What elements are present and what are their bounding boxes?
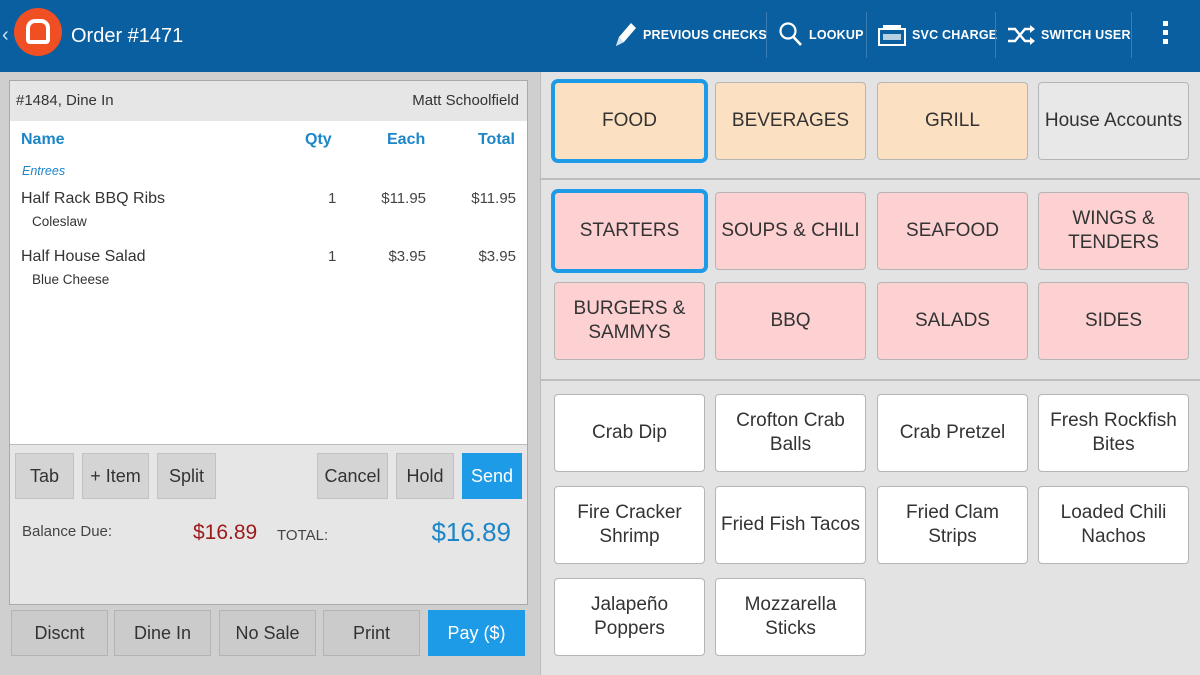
- switch-user-button[interactable]: SWITCH USER: [1006, 10, 1131, 60]
- total-label: TOTAL:: [277, 527, 329, 544]
- menu-panel: FOOD BEVERAGES GRILL House Accounts STAR…: [540, 72, 1200, 675]
- menu-item-tile[interactable]: Mozzarella Sticks: [715, 578, 866, 656]
- item-name: Half Rack BBQ Ribs: [21, 190, 166, 207]
- tab-button[interactable]: Tab: [15, 453, 74, 499]
- item-modifier: Coleslaw: [32, 214, 87, 229]
- kebab-menu-icon[interactable]: [1161, 21, 1169, 51]
- item-each: $3.95: [388, 248, 426, 265]
- item-name: Half House Salad: [21, 248, 146, 265]
- subcategory-tile-burgers-sammys[interactable]: BURGERS & SAMMYS: [554, 282, 705, 360]
- column-header-name: Name: [21, 131, 65, 148]
- svc-charge-button[interactable]: SVC CHARGE: [877, 10, 997, 60]
- app-logo-icon[interactable]: [14, 8, 62, 56]
- menu-item-tile[interactable]: Loaded Chili Nachos: [1038, 486, 1189, 564]
- subcategory-tile-soups-chili[interactable]: SOUPS & CHILI: [715, 192, 866, 270]
- subcategory-tile-sides[interactable]: SIDES: [1038, 282, 1189, 360]
- subcategory-tile-starters[interactable]: STARTERS: [554, 192, 705, 270]
- add-item-button[interactable]: + Item: [82, 453, 149, 499]
- switch-user-label: SWITCH USER: [1041, 28, 1131, 42]
- bottom-action-bar: Discnt Dine In No Sale Print Pay ($): [0, 609, 540, 675]
- lookup-label: LOOKUP: [809, 28, 864, 42]
- dine-in-button[interactable]: Dine In: [114, 610, 211, 656]
- column-header-total: Total: [477, 131, 515, 148]
- subcategory-tile-salads[interactable]: SALADS: [877, 282, 1028, 360]
- discount-button[interactable]: Discnt: [11, 610, 108, 656]
- ticket-actions: Tab + Item Split Cancel Hold Send Balanc…: [10, 444, 527, 604]
- order-title: Order #1471: [71, 25, 184, 47]
- ticket-item-row[interactable]: Half House Salad Blue Cheese 1 $3.95 $3.…: [10, 248, 527, 298]
- ticket-panel: #1484, Dine In Matt Schoolfield Name Qty…: [0, 72, 540, 675]
- shuffle-icon: [1008, 25, 1035, 45]
- previous-checks-label: PREVIOUS CHECKS: [643, 28, 767, 42]
- column-header-each: Each: [387, 131, 426, 148]
- section-divider: [541, 178, 1200, 180]
- order-info: #1484, Dine In: [16, 92, 114, 109]
- order-ticket: #1484, Dine In Matt Schoolfield Name Qty…: [9, 80, 528, 605]
- print-button[interactable]: Print: [323, 610, 420, 656]
- cancel-button[interactable]: Cancel: [317, 453, 388, 499]
- balance-due-label: Balance Due:: [22, 523, 113, 540]
- section-divider: [541, 379, 1200, 381]
- category-tile-grill[interactable]: GRILL: [877, 82, 1028, 160]
- register-icon: [878, 25, 906, 46]
- back-chevron-icon[interactable]: ‹: [2, 24, 9, 46]
- ticket-item-row[interactable]: Half Rack BBQ Ribs Coleslaw 1 $11.95 $11…: [10, 190, 527, 240]
- menu-item-tile[interactable]: Jalapeño Poppers: [554, 578, 705, 656]
- total-value: $16.89: [431, 517, 511, 547]
- magnifier-icon: [779, 22, 802, 46]
- item-total: $3.95: [478, 248, 516, 265]
- no-sale-button[interactable]: No Sale: [219, 610, 316, 656]
- item-modifier: Blue Cheese: [32, 272, 110, 287]
- subcategory-tile-bbq[interactable]: BBQ: [715, 282, 866, 360]
- menu-item-tile[interactable]: Crofton Crab Balls: [715, 394, 866, 472]
- balance-due-value: $16.89: [193, 521, 258, 544]
- ticket-header: #1484, Dine In Matt Schoolfield: [10, 81, 527, 121]
- item-qty: 1: [328, 248, 337, 265]
- pay-button[interactable]: Pay ($): [428, 610, 525, 656]
- item-qty: 1: [328, 190, 337, 207]
- menu-item-tile[interactable]: Fresh Rockfish Bites: [1038, 394, 1189, 472]
- category-tile-house-accounts[interactable]: House Accounts: [1038, 82, 1189, 160]
- previous-checks-button[interactable]: PREVIOUS CHECKS: [612, 10, 767, 60]
- menu-item-tile[interactable]: Fire Cracker Shrimp: [554, 486, 705, 564]
- item-total: $11.95: [471, 190, 516, 207]
- menu-item-tile[interactable]: Fried Clam Strips: [877, 486, 1028, 564]
- hold-button[interactable]: Hold: [396, 453, 454, 499]
- menu-item-tile[interactable]: Fried Fish Tacos: [715, 486, 866, 564]
- category-tile-food[interactable]: FOOD: [554, 82, 705, 160]
- server-name: Matt Schoolfield: [412, 92, 519, 109]
- send-button[interactable]: Send: [462, 453, 522, 499]
- split-button[interactable]: Split: [157, 453, 216, 499]
- svc-charge-label: SVC CHARGE: [912, 28, 998, 42]
- item-each: $11.95: [381, 190, 426, 207]
- category-label: Entrees: [22, 164, 66, 178]
- top-bar: ‹ Order #1471 PREVIOUS CHECKS LOOKUP SVC…: [0, 0, 1200, 72]
- menu-item-tile[interactable]: Crab Dip: [554, 394, 705, 472]
- category-tile-beverages[interactable]: BEVERAGES: [715, 82, 866, 160]
- subcategory-tile-seafood[interactable]: SEAFOOD: [877, 192, 1028, 270]
- lookup-button[interactable]: LOOKUP: [778, 10, 864, 60]
- subcategory-tile-wings-tenders[interactable]: WINGS & TENDERS: [1038, 192, 1189, 270]
- column-header-qty: Qty: [305, 131, 332, 148]
- menu-item-tile[interactable]: Crab Pretzel: [877, 394, 1028, 472]
- pencil-icon: [616, 23, 636, 46]
